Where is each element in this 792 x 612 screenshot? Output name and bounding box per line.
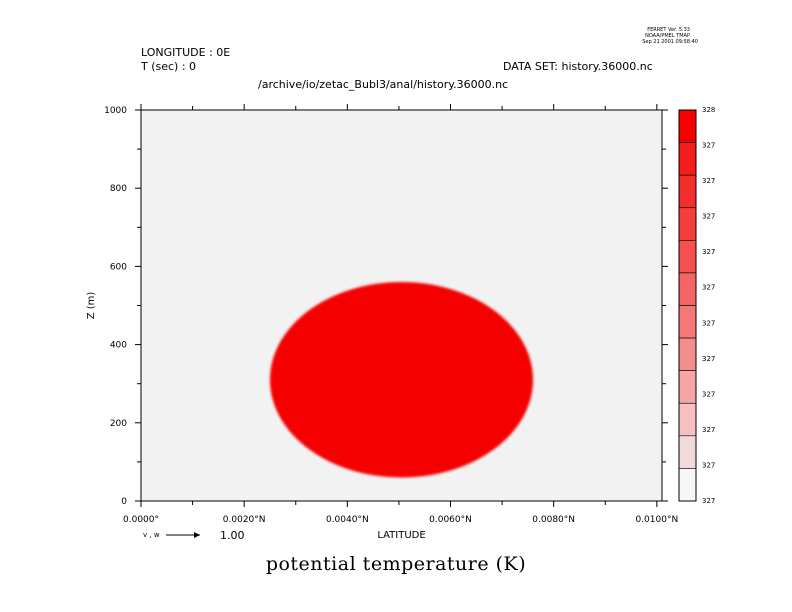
y-tick-label: 0 (121, 497, 127, 507)
ferret-org: NOAA/PMEL TMAP (645, 33, 690, 39)
colorbar-label: 327 (702, 284, 715, 292)
colorbar-label: 327 (702, 319, 715, 327)
x-tick-label: 0.0060°N (429, 515, 472, 525)
x-axis-label: LATITUDE (377, 530, 425, 541)
x-tick-label: 0.0020°N (223, 515, 266, 525)
colorbar-swatch (678, 272, 697, 306)
colorbar-swatch (678, 109, 697, 143)
colorbar-swatch (678, 468, 697, 502)
colorbar-label: 327 (702, 142, 715, 150)
colorbar-label: 327 (702, 390, 715, 398)
vector-key-value: 1.00 (220, 529, 245, 542)
y-tick-label: 400 (110, 341, 127, 351)
colorbar-swatch (678, 337, 697, 371)
plot-timestamp: Sep 21 2001 09:58:40 (642, 39, 698, 45)
colorbar-label: 327 (702, 177, 715, 185)
y-tick-label: 200 (110, 419, 127, 429)
y-tick-label: 1000 (104, 106, 127, 116)
temperature-anomaly-bubble (269, 282, 534, 478)
colorbar-label: 327 (702, 355, 715, 363)
chart-title: potential temperature (K) (265, 553, 527, 575)
colorbar-label: 327 (702, 248, 715, 256)
colorbar-swatch (678, 207, 697, 241)
colorbar-swatch (678, 174, 697, 209)
longitude-label: LONGITUDE : 0E (141, 46, 231, 59)
x-tick-label: 0.0080°N (532, 515, 575, 525)
vector-key-arrowhead (194, 532, 200, 538)
x-tick-label: 0.0000° (123, 515, 159, 525)
x-tick-label: 0.0040°N (326, 515, 369, 525)
colorbar-swatch (678, 305, 697, 339)
colorbar-label: 327 (702, 213, 715, 221)
colorbar-swatch (678, 142, 697, 176)
time-label: T (sec) : 0 (141, 60, 197, 73)
y-tick-label: 800 (110, 184, 127, 194)
colorbar-label: 328 (702, 106, 715, 114)
colorbar-swatch (678, 402, 697, 437)
colorbar-swatch (678, 240, 697, 274)
y-axis-label: Z (m) (86, 292, 97, 320)
colorbar-swatch (678, 435, 697, 469)
vector-key (166, 532, 200, 538)
vector-key-label: v , w (143, 531, 160, 539)
ferret-version: FERRET Ver. 5.33 (647, 27, 690, 33)
colorbar-label: 327 (702, 497, 715, 505)
colorbar-label: 327 (702, 461, 715, 469)
colorbar-frame (678, 109, 697, 502)
dataset-label: DATA SET: history.36000.nc (503, 60, 653, 73)
dataset-path: /archive/io/zetac_Bubl3/anal/history.360… (258, 78, 509, 91)
colorbar-swatch (678, 370, 697, 404)
x-tick-label: 0.0100°N (635, 515, 678, 525)
colorbar-label: 327 (702, 426, 715, 434)
y-tick-label: 600 (110, 262, 127, 272)
